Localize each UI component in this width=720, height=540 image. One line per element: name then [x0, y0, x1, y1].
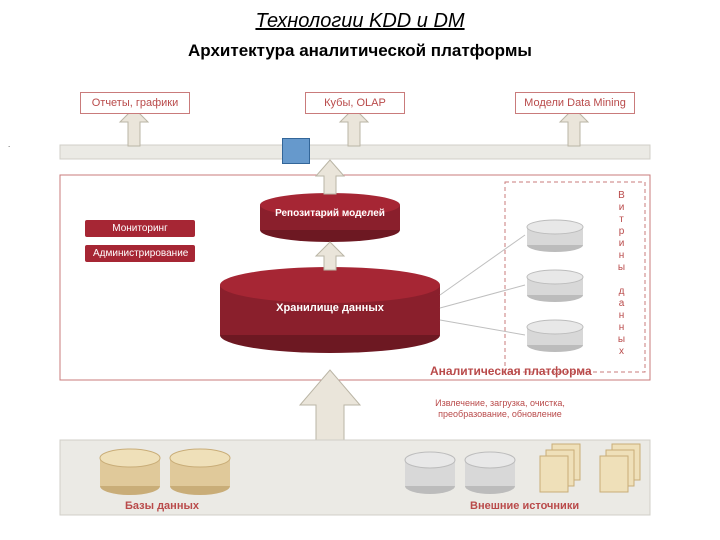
box-reports: Отчеты, графики: [80, 92, 190, 114]
label-db: Базы данных: [125, 500, 199, 512]
label-warehouse: Хранилище данных: [220, 302, 440, 314]
dot-artifact: .: [8, 140, 10, 149]
label-vitriny: Витрины данных: [616, 190, 627, 360]
page-title: Технологии KDD и DM: [0, 0, 720, 33]
label-platform: Аналитическая платформа: [430, 364, 592, 378]
btn-admin: Администрирование: [85, 245, 195, 262]
diagram-canvas: Отчеты, графики Кубы, OLAP Модели Data M…: [0, 60, 720, 540]
box-mining: Модели Data Mining: [515, 92, 635, 114]
box-cubes: Кубы, OLAP: [305, 92, 405, 114]
label-ext: Внешние источники: [470, 500, 579, 512]
blue-square: [282, 138, 310, 164]
page-subtitle: Архитектура аналитической платформы: [0, 41, 720, 61]
btn-monitoring: Мониторинг: [85, 220, 195, 237]
label-repo: Репозитарий моделей: [260, 208, 400, 219]
label-etl: Извлечение, загрузка, очистка, преобразо…: [390, 398, 610, 420]
diagram-svg: [0, 60, 720, 540]
